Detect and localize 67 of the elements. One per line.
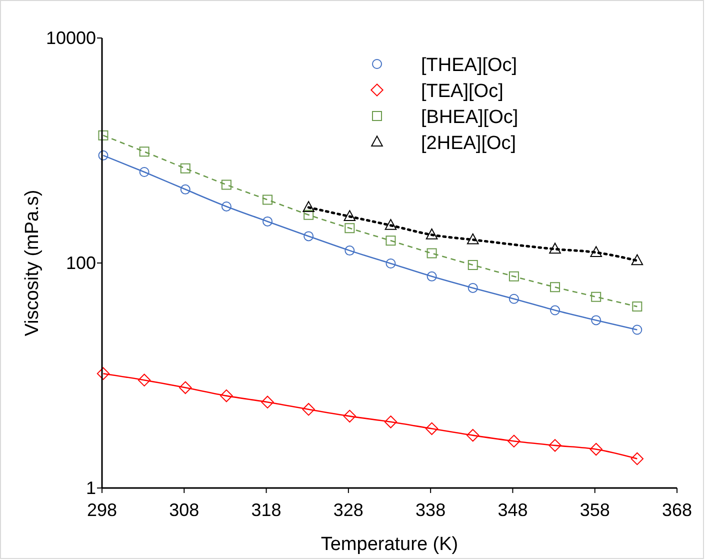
point <box>508 271 519 282</box>
point <box>468 282 478 293</box>
x-tick-label: 298 <box>86 500 118 520</box>
point <box>344 223 355 234</box>
point <box>98 150 108 160</box>
point <box>384 416 398 428</box>
point <box>302 403 315 416</box>
point <box>631 254 644 266</box>
point <box>179 381 192 394</box>
point <box>343 410 356 423</box>
legend-label: [TEA][Oc] <box>421 81 504 102</box>
point <box>549 242 561 254</box>
point <box>508 294 519 304</box>
point <box>384 219 397 230</box>
point <box>426 248 437 258</box>
point <box>591 292 602 302</box>
point <box>220 389 233 402</box>
x-tick-label: 358 <box>580 500 610 520</box>
point <box>630 452 644 466</box>
point <box>466 428 480 442</box>
point <box>221 180 232 190</box>
point <box>426 228 438 240</box>
point <box>180 184 190 194</box>
point <box>508 434 520 448</box>
y-tick-label: 10000 <box>46 28 96 48</box>
point <box>550 282 560 292</box>
x-tick-label: 348 <box>498 500 528 520</box>
point <box>344 246 355 256</box>
point <box>550 305 560 316</box>
point <box>180 163 190 174</box>
point <box>632 324 642 335</box>
point <box>548 439 562 452</box>
x-tick-label: 308 <box>169 500 200 520</box>
legend-label: [BHEA][Oc] <box>421 107 518 128</box>
point <box>591 315 602 326</box>
y-tick-label: 100 <box>66 253 96 273</box>
point <box>139 146 150 157</box>
legend-label: [2HEA][Oc] <box>421 133 516 154</box>
point <box>304 231 314 242</box>
point <box>262 216 273 226</box>
point <box>466 233 479 244</box>
point <box>138 374 151 386</box>
point <box>425 422 438 435</box>
point <box>344 210 356 222</box>
point <box>221 201 232 212</box>
x-tick-label: 368 <box>662 500 692 520</box>
x-axis-title: Temperature (K) <box>320 534 458 555</box>
x-tick-label: 328 <box>333 500 364 520</box>
x-tick-label: 318 <box>251 500 282 520</box>
point <box>468 260 478 270</box>
point <box>261 396 274 408</box>
point <box>262 194 273 205</box>
point <box>590 442 602 456</box>
y-axis-title: Viscosity (mPa.s) <box>22 190 43 336</box>
point <box>386 258 396 268</box>
legend-label: [THEA][Oc] <box>421 55 518 76</box>
point <box>302 201 314 212</box>
point <box>632 302 642 312</box>
x-tick-label: 338 <box>416 500 446 520</box>
point <box>139 167 150 177</box>
point <box>304 210 314 220</box>
point <box>386 236 396 246</box>
point <box>590 246 602 258</box>
point <box>98 130 108 140</box>
point <box>426 271 437 282</box>
y-tick-label: 1 <box>86 478 96 498</box>
point <box>96 367 110 380</box>
